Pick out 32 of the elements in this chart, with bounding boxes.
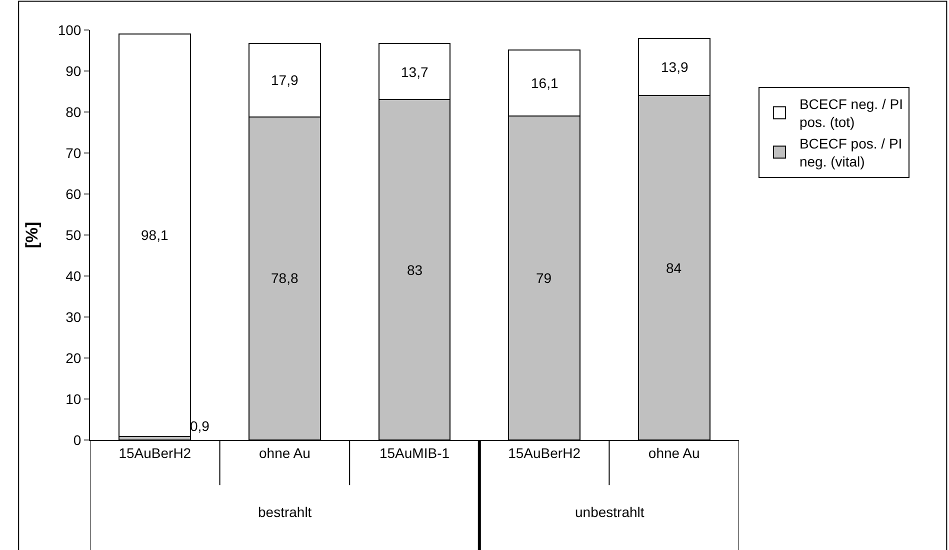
y-tick-label: 30 (66, 308, 82, 325)
legend-label: BCECF pos. / PI neg. (vital) (799, 135, 902, 170)
x-tick-label: ohne Au (648, 444, 700, 461)
y-tick-label: 0 (73, 432, 82, 448)
text: bestrahlt (258, 504, 312, 520)
x-tick-label: ohne Au (259, 444, 310, 461)
text: unbestrahlt (575, 504, 644, 520)
y-axis-title: [%] (22, 222, 42, 248)
data-label: 79 (536, 270, 552, 286)
y-tick-label: 40 (66, 268, 82, 284)
data-label: 13,7 (401, 64, 428, 80)
data-label: 0,9 (190, 418, 210, 434)
y-tick-label: 90 (66, 62, 82, 79)
bar (118, 34, 192, 437)
data-label: 13,9 (661, 59, 688, 75)
data-label: 16,1 (531, 75, 558, 91)
y-tick-label: 10 (66, 390, 82, 407)
legend-label: BCECF neg. / PI pos. (tot) (799, 96, 903, 130)
y-tick-label: 80 (66, 104, 82, 120)
x-tick-label: 15AuBerH2 (508, 444, 581, 461)
x-tick-label: 15AuMIB-1 (379, 444, 450, 461)
data-label: 84 (666, 260, 682, 276)
data-label: 98,1 (141, 227, 168, 243)
y-tick-label: 60 (66, 186, 82, 202)
x-tick-label: 15AuBerH2 (118, 444, 192, 461)
y-tick-label: 70 (66, 144, 82, 161)
data-label: 17,9 (271, 72, 298, 88)
y-tick-label: 50 (66, 226, 82, 243)
data-label: 83 (407, 262, 423, 278)
data-label: 78,8 (271, 270, 298, 286)
y-tick-label: 100 (58, 22, 82, 38)
y-tick-label: 20 (66, 350, 82, 366)
